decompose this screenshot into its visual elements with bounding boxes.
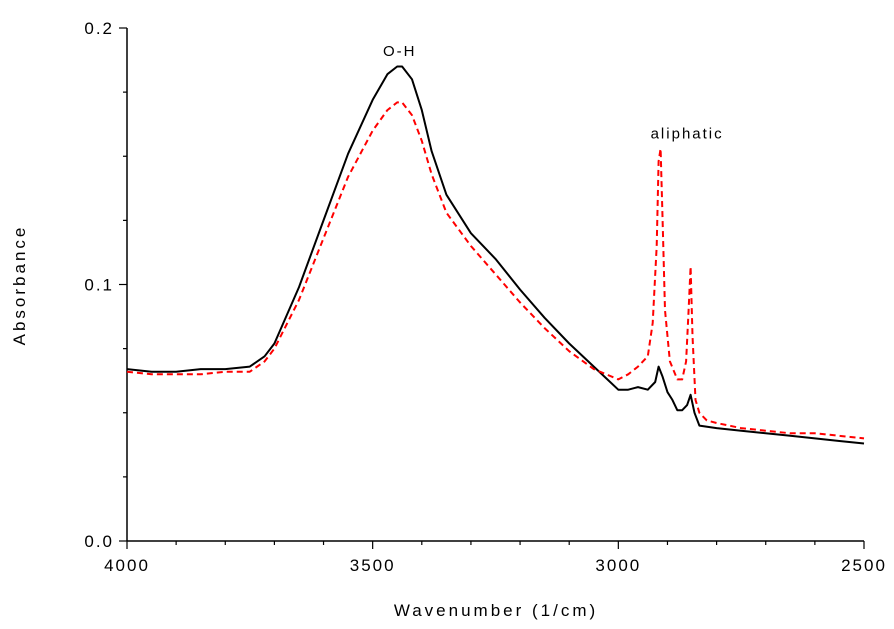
y-tick-label: 0.2 <box>84 19 114 38</box>
series-line-dashed <box>126 101 865 440</box>
x-tick-label: 2500 <box>841 556 887 575</box>
series-layer <box>126 65 865 445</box>
y-tick-label: 0.0 <box>84 532 114 551</box>
x-tick-label: 3500 <box>350 556 396 575</box>
series-line-solid <box>126 65 865 445</box>
labels: 4000 3500 3000 2500 0.0 0.1 0.2 O-H aliphatic <box>84 19 887 575</box>
y-axis-title: Absorbance <box>10 225 29 346</box>
x-tick-label: 4000 <box>104 556 150 575</box>
x-tick-label: 3000 <box>595 556 641 575</box>
y-tick-label: 0.1 <box>84 276 114 295</box>
axes <box>119 27 865 549</box>
x-axis-title: Wavenumber (1/cm) <box>394 601 598 620</box>
annotation-label: aliphatic <box>651 125 724 142</box>
annotation-label: O-H <box>383 43 417 60</box>
